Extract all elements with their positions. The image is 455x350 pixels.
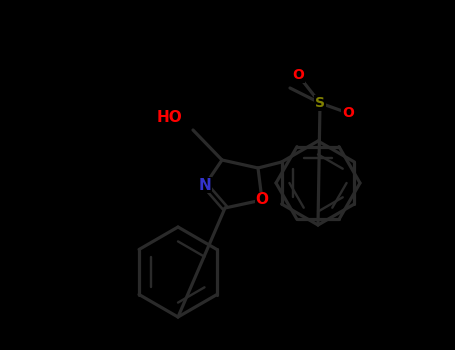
Text: O: O	[292, 68, 304, 82]
Text: O: O	[342, 106, 354, 120]
Text: N: N	[199, 177, 212, 192]
Text: HO: HO	[157, 111, 183, 126]
Text: S: S	[315, 96, 325, 110]
Text: O: O	[256, 193, 268, 208]
